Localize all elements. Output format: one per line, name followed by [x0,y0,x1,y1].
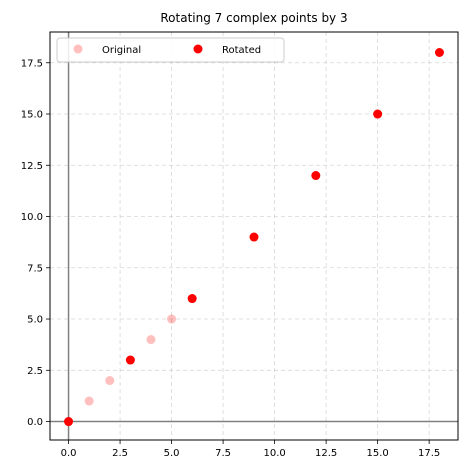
x-tick-label: 17.5 [418,448,440,459]
point-rotated [434,48,444,58]
plot-frame [49,31,459,441]
x-tick-label: 12.5 [315,448,337,459]
point-original [146,335,156,345]
point-rotated [249,232,259,242]
y-axis-ticks: 0.0 2.5 5.0 7.5 10.0 12.5 15.0 17.5 [21,58,50,428]
x-axis-ticks: 0.0 2.5 5.0 7.5 10.0 12.5 15.0 17.5 [61,440,440,459]
point-original [167,314,177,324]
y-tick-label: 2.5 [27,366,43,377]
x-tick-label: 0.0 [61,448,77,459]
legend: Original Rotated [56,37,285,63]
point-rotated [311,171,321,181]
legend-frame [56,37,285,63]
legend-label-rotated: Rotated [222,45,261,56]
x-tick-label: 10.0 [263,448,285,459]
point-rotated [125,355,135,365]
y-tick-label: 7.5 [27,263,43,274]
y-tick-label: 17.5 [21,58,43,69]
point-rotated [373,109,383,119]
y-tick-label: 5.0 [27,315,43,326]
point-original [105,376,115,386]
x-tick-label: 15.0 [367,448,389,459]
data-points [64,48,444,427]
point-rotated [187,294,197,304]
x-tick-label: 5.0 [164,448,180,459]
zero-axis-lines [50,32,458,440]
y-tick-label: 15.0 [21,110,43,121]
legend-marker-original [73,44,83,54]
grid-lines [50,32,458,440]
chart-title: Rotating 7 complex points by 3 [160,11,347,25]
y-tick-label: 12.5 [21,161,43,172]
y-tick-label: 10.0 [21,212,43,223]
legend-label-original: Original [102,45,141,56]
plot-area [49,31,459,441]
x-tick-label: 7.5 [215,448,231,459]
legend-marker-rotated [193,44,203,54]
y-tick-label: 0.0 [27,417,43,428]
x-tick-label: 2.5 [112,448,128,459]
point-rotated [64,417,74,427]
point-original [84,396,94,406]
